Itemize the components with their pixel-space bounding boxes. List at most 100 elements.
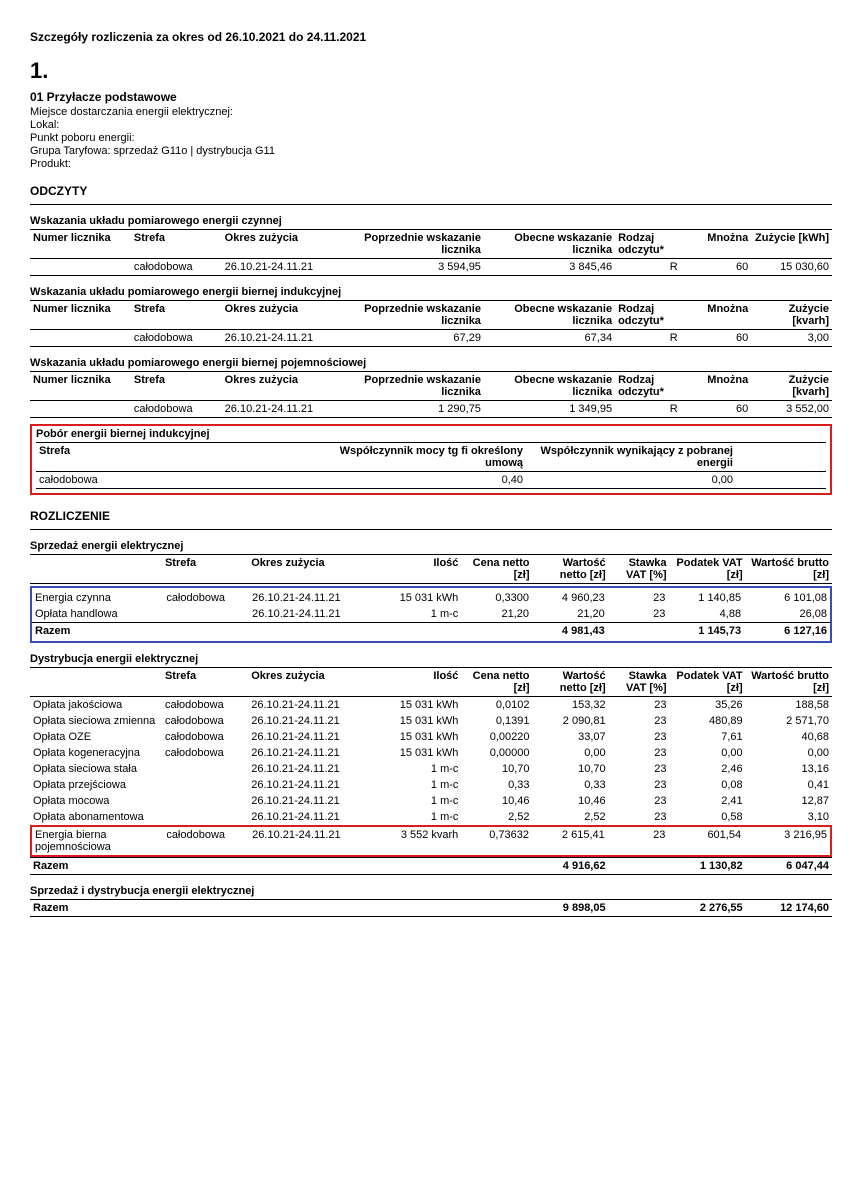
cell: 15 031 kWh	[375, 729, 461, 745]
col: Mnożna	[681, 301, 752, 329]
cell: 6 101,08	[744, 590, 830, 606]
col-mnozna: Mnożna	[681, 230, 752, 258]
cell: 23	[608, 827, 669, 855]
cell: 35,26	[670, 697, 746, 713]
cell: całodobowa	[163, 590, 249, 606]
cell: 26,08	[744, 606, 830, 622]
table-row: całodobowa 0,40 0,00	[36, 472, 826, 488]
pobor-box: Pobór energii biernej indukcyjnej Strefa…	[30, 424, 832, 495]
table-row: Opłata handlowa 26.10.21-24.11.21 1 m-c …	[32, 606, 830, 622]
cell: 3 845,46	[484, 259, 615, 275]
cell: Opłata przejściowa	[30, 777, 162, 793]
cell: Energia czynna	[32, 590, 163, 606]
cell: 26.10.21-24.11.21	[222, 259, 353, 275]
col: Numer licznika	[30, 372, 131, 400]
cell: 0,00220	[461, 729, 532, 745]
pobor-table: Strefa Współczynnik mocy tg fi określony…	[36, 443, 826, 471]
cell	[162, 761, 248, 777]
cell: 4,88	[668, 606, 744, 622]
razem-row: Razem 4 916,62 1 130,82 6 047,44	[30, 858, 832, 874]
cell: 12 174,60	[746, 900, 832, 916]
cell: 67,29	[353, 330, 484, 346]
cell: 10,70	[461, 761, 532, 777]
cell: 2 090,81	[532, 713, 608, 729]
cell: 67,34	[484, 330, 615, 346]
meter-table-3: Numer licznika Strefa Okres zużycia Popr…	[30, 372, 832, 400]
cell: 1 145,73	[668, 623, 744, 639]
cell: Opłata OZE	[30, 729, 162, 745]
meter-table-1-body: całodobowa 26.10.21-24.11.21 3 594,95 3 …	[30, 259, 832, 275]
cell: 6 127,16	[744, 623, 830, 639]
cell: Razem	[30, 900, 162, 916]
cell: 188,58	[746, 697, 832, 713]
table-row: całodobowa 26.10.21-24.11.21 67,29 67,34…	[30, 330, 832, 346]
col: Wartość netto [zł]	[532, 555, 608, 583]
table-caption: Sprzedaż i dystrybucja energii elektrycz…	[30, 885, 832, 897]
col: Poprzednie wskazanie licznika	[353, 372, 484, 400]
cell: 6 047,44	[746, 858, 832, 874]
cell: 21,20	[532, 606, 608, 622]
odczyty-label: ODCZYTY	[30, 184, 832, 198]
cell: całodobowa	[162, 713, 248, 729]
cell: 1 m-c	[375, 809, 461, 825]
cell: R	[615, 401, 681, 417]
cell: 10,70	[532, 761, 608, 777]
cell: 1 290,75	[353, 401, 484, 417]
col: Strefa	[162, 555, 248, 583]
cell: Opłata kogeneracyjna	[30, 745, 162, 761]
cell: 1 m-c	[375, 777, 461, 793]
col: Podatek VAT [zł]	[670, 668, 746, 696]
cell: 153,32	[532, 697, 608, 713]
cell: 26.10.21-24.11.21	[248, 777, 375, 793]
table-caption: Dystrybucja energii elektrycznej	[30, 653, 832, 665]
info-line: Miejsce dostarczania energii elektryczne…	[30, 106, 832, 118]
col: Zużycie [kvarh]	[751, 372, 832, 400]
cell: 26.10.21-24.11.21	[248, 793, 375, 809]
cell: 23	[609, 761, 670, 777]
cell: Opłata abonamentowa	[30, 809, 162, 825]
col: Strefa	[162, 668, 248, 696]
cell: 0,00	[532, 745, 608, 761]
razem-row: Razem 4 981,43 1 145,73 6 127,16	[32, 623, 830, 639]
meter-table-1: Numer licznika Strefa Okres zużycia Popr…	[30, 230, 832, 258]
col: Wartość netto [zł]	[532, 668, 608, 696]
col: Rodzaj odczytu*	[615, 301, 681, 329]
cell: 26.10.21-24.11.21	[249, 590, 375, 606]
cell: Opłata sieciowa zmienna	[30, 713, 162, 729]
table-row: Opłata jakościowacałodobowa26.10.21-24.1…	[30, 697, 832, 713]
cell: 15 031 kWh	[375, 745, 461, 761]
cell: 480,89	[670, 713, 746, 729]
cell: całodobowa	[162, 697, 248, 713]
col: Cena netto [zł]	[461, 668, 532, 696]
cell: całodobowa	[162, 729, 248, 745]
cell: Razem	[30, 858, 162, 874]
col: Cena netto [zł]	[461, 555, 532, 583]
info-line: Grupa Taryfowa: sprzedaż G11o | dystrybu…	[30, 145, 832, 157]
cell: całodobowa	[131, 401, 222, 417]
cell: 26.10.21-24.11.21	[248, 761, 375, 777]
cell: 12,87	[746, 793, 832, 809]
col-obec: Obecne wskazanie licznika	[484, 230, 615, 258]
table-row: Energia bierna pojemnościowa całodobowa …	[32, 827, 830, 855]
cell: 33,07	[532, 729, 608, 745]
cell: 4 916,62	[532, 858, 608, 874]
cell: 0,41	[746, 777, 832, 793]
cell: 0,40	[316, 472, 526, 488]
table-caption: Sprzedaż energii elektrycznej	[30, 540, 832, 552]
cell: 0,00	[746, 745, 832, 761]
table-caption: Wskazania układu pomiarowego energii bie…	[30, 357, 832, 369]
cell: Energia bierna pojemnościowa	[32, 827, 163, 855]
cell	[162, 793, 248, 809]
cell: 2,46	[670, 761, 746, 777]
col-rodzaj: Rodzaj odczytu*	[615, 230, 681, 258]
cell: Opłata jakościowa	[30, 697, 162, 713]
cell: 3,10	[746, 809, 832, 825]
sprzedaz-body: Energia czynna całodobowa 26.10.21-24.11…	[32, 590, 830, 622]
table-row: całodobowa 26.10.21-24.11.21 1 290,75 1 …	[30, 401, 832, 417]
rozliczenie-label: ROZLICZENIE	[30, 509, 832, 523]
cell: 0,1391	[461, 713, 532, 729]
table-caption: Wskazania układu pomiarowego energii bie…	[30, 286, 832, 298]
cell: 15 031 kWh	[375, 713, 461, 729]
table-row: całodobowa 26.10.21-24.11.21 3 594,95 3 …	[30, 259, 832, 275]
table-row: Opłata kogeneracyjnacałodobowa26.10.21-2…	[30, 745, 832, 761]
